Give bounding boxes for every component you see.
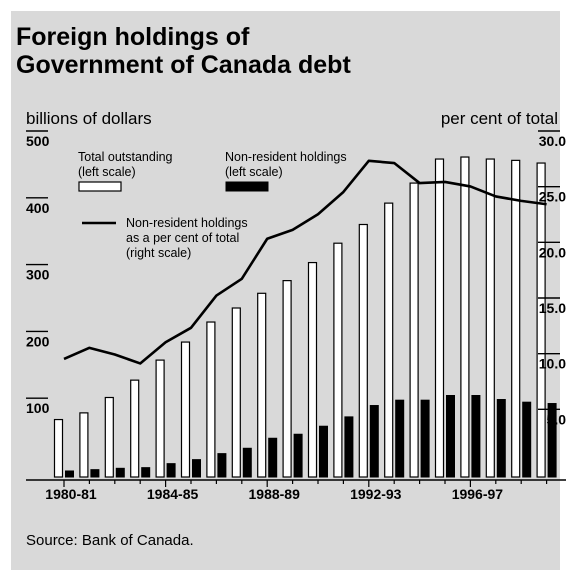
legend-label-total-outstanding-1: Total outstanding <box>78 150 173 164</box>
left-tick-label-200: 200 <box>26 333 50 349</box>
legend-swatch-total-outstanding <box>78 181 122 192</box>
bar-total-outstanding-1992-93 <box>358 223 368 478</box>
source-note: Source: Bank of Canada. <box>26 532 194 549</box>
bar-total-outstanding-1990-91 <box>307 261 318 478</box>
bar-total-outstanding-1991-92 <box>333 242 343 478</box>
bar-total-outstanding-1985-86 <box>180 341 191 478</box>
right-tick-label-25.0: 25.0 <box>539 189 566 205</box>
left-axis-label: billions of dollars <box>26 109 152 128</box>
left-tick-label-400: 400 <box>26 200 50 216</box>
x-tick-label-1980-81: 1980-81 <box>45 486 97 502</box>
bar-non-resident-holdings-1987-88 <box>242 447 252 478</box>
legend-label-non-resident-share-3: (right scale) <box>126 246 191 260</box>
bar-non-resident-holdings-1998-99 <box>522 401 532 478</box>
bar-non-resident-holdings-1992-93 <box>369 405 379 478</box>
legend-swatch-non-resident-holdings <box>225 181 269 192</box>
right-tick-label-30.0: 30.0 <box>539 133 566 149</box>
bar-non-resident-holdings-1985-86 <box>192 459 201 478</box>
left-tick-label-300: 300 <box>26 267 50 283</box>
bar-total-outstanding-1982-83 <box>104 396 114 478</box>
line-non-resident-share <box>63 159 547 365</box>
bar-non-resident-holdings-1989-90 <box>293 433 303 478</box>
bar-non-resident-holdings-1980-81 <box>65 470 74 478</box>
bar-total-outstanding-1996-97 <box>460 156 470 478</box>
x-tick-label-1996-97: 1996-97 <box>452 486 504 502</box>
bar-total-outstanding-1984-85 <box>155 359 165 478</box>
legend-label-non-resident-holdings-2: (left scale) <box>225 165 283 179</box>
bar-total-outstanding-1993-94 <box>384 202 394 478</box>
bar-non-resident-holdings-1997-98 <box>496 399 506 478</box>
bar-non-resident-holdings-1996-97 <box>471 395 481 478</box>
bar-total-outstanding-1989-90 <box>282 280 292 478</box>
x-tick-label-1984-85: 1984-85 <box>147 486 199 502</box>
bar-total-outstanding-1999-00 <box>536 162 546 478</box>
right-tick-label-15.0: 15.0 <box>539 300 566 316</box>
legend-label-non-resident-holdings-1: Non-resident holdings <box>225 150 347 164</box>
bar-total-outstanding-1998-99 <box>511 159 521 478</box>
legend-label-non-resident-share-2: as a per cent of total <box>126 231 239 245</box>
right-tick-label-10.0: 10.0 <box>539 356 566 372</box>
x-tick-label-1992-93: 1992-93 <box>350 486 402 502</box>
bar-non-resident-holdings-1984-85 <box>166 463 176 478</box>
right-tick-label-5.0: 5.0 <box>547 411 567 427</box>
legend-label-total-outstanding-2: (left scale) <box>78 165 136 179</box>
bar-non-resident-holdings-1983-84 <box>141 467 151 478</box>
bar-non-resident-holdings-1981-82 <box>90 469 100 478</box>
bar-non-resident-holdings-1991-92 <box>344 416 354 478</box>
right-tick-label-20.0: 20.0 <box>539 244 566 260</box>
bar-total-outstanding-1986-87 <box>206 321 216 478</box>
bar-non-resident-holdings-1993-94 <box>395 399 405 478</box>
bar-non-resident-holdings-1990-91 <box>319 425 328 478</box>
right-axis-label: per cent of total <box>440 109 558 128</box>
chart-title-line-2: Government of Canada debt <box>16 51 351 79</box>
x-tick-label-1988-89: 1988-89 <box>249 486 301 502</box>
chart-title: Foreign holdings of Government of Canada… <box>16 23 351 79</box>
left-tick-label-500: 500 <box>26 133 50 149</box>
bar-total-outstanding-1995-96 <box>434 158 445 478</box>
bar-non-resident-holdings-1995-96 <box>446 395 455 478</box>
left-tick-label-100: 100 <box>26 400 50 416</box>
bar-total-outstanding-1988-89 <box>257 292 267 478</box>
bar-total-outstanding-1981-82 <box>79 412 89 478</box>
bar-total-outstanding-1997-98 <box>485 158 495 478</box>
bar-non-resident-holdings-1994-95 <box>420 399 430 478</box>
bar-non-resident-holdings-1982-83 <box>115 467 125 478</box>
bar-non-resident-holdings-1986-87 <box>217 453 227 478</box>
bar-non-resident-holdings-1999-00 <box>547 403 557 478</box>
bar-non-resident-holdings-1988-89 <box>268 437 278 478</box>
bar-total-outstanding-1983-84 <box>130 379 140 478</box>
legend-label-non-resident-share-1: Non-resident holdings <box>126 216 248 230</box>
bar-total-outstanding-1987-88 <box>231 307 241 478</box>
bar-total-outstanding-1994-95 <box>409 182 419 478</box>
chart-title-line-1: Foreign holdings of <box>16 23 250 51</box>
bar-total-outstanding-1980-81 <box>53 418 64 478</box>
